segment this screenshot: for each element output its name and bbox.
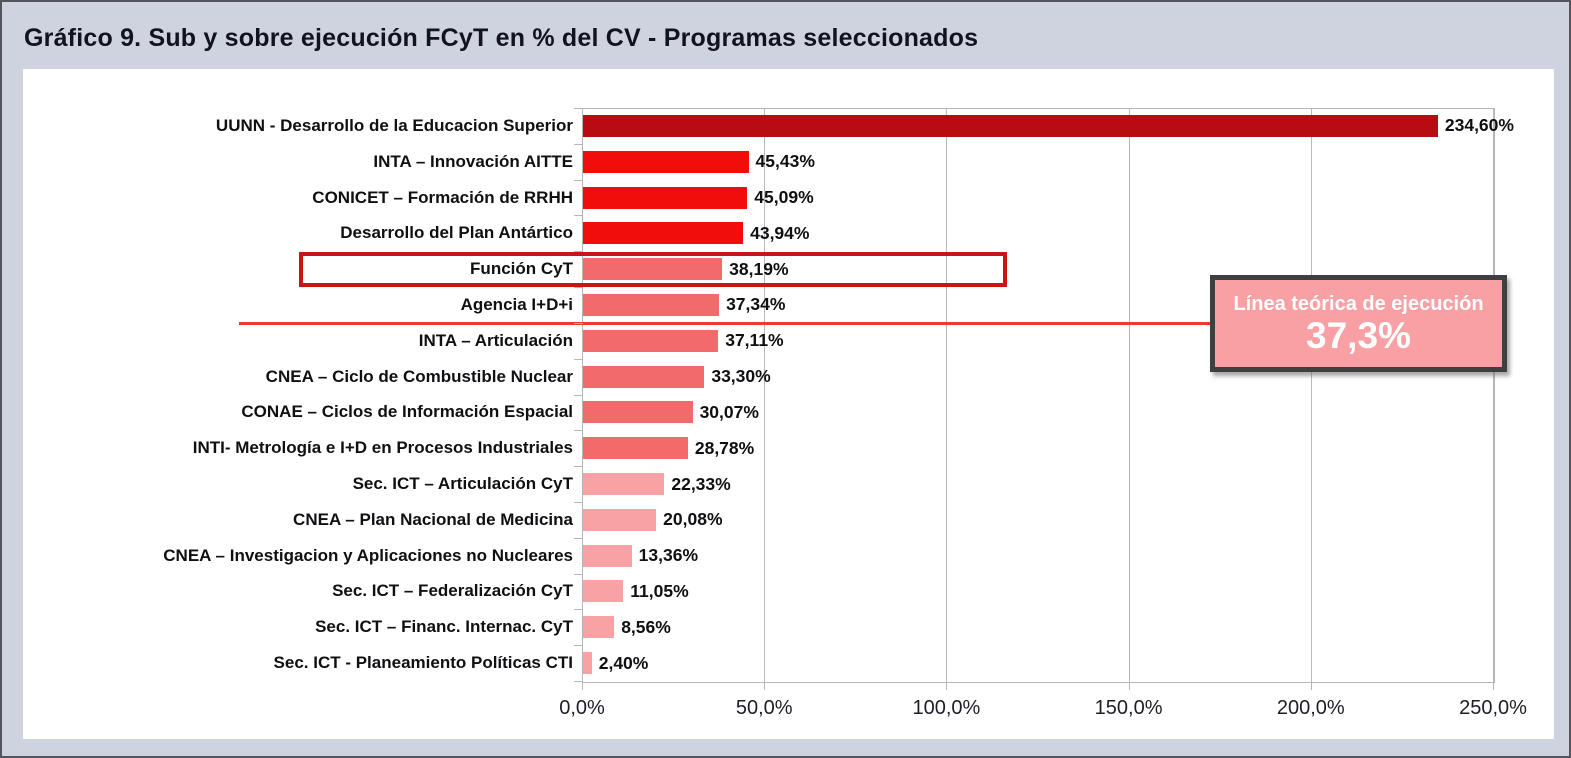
category-tick bbox=[574, 538, 583, 539]
category-label: INTA – Innovación AITTE bbox=[373, 152, 573, 171]
category-label: CNEA – Plan Nacional de Medicina bbox=[293, 510, 573, 529]
category-label: UUNN - Desarrollo de la Educacion Superi… bbox=[215, 116, 573, 135]
value-label: 37,34% bbox=[726, 294, 786, 314]
category-label: Desarrollo del Plan Antártico bbox=[340, 223, 573, 242]
category-label: CNEA – Ciclo de Combustible Nuclear bbox=[265, 367, 573, 386]
category-tick bbox=[574, 395, 583, 396]
value-label: 43,94% bbox=[750, 223, 810, 243]
category-tick bbox=[574, 645, 583, 646]
x-axis-label-250: 250,0% bbox=[1459, 697, 1527, 719]
value-label: 11,05% bbox=[630, 581, 689, 601]
value-label: 22,33% bbox=[671, 474, 731, 494]
x-axis-label-0: 0,0% bbox=[559, 697, 605, 719]
value-label: 30,07% bbox=[699, 402, 759, 422]
category-label: Sec. ICT - Planeamiento Políticas CTI bbox=[273, 653, 573, 672]
bar bbox=[583, 187, 748, 209]
value-label: 13,36% bbox=[638, 545, 699, 565]
value-label: 28,78% bbox=[694, 438, 755, 458]
x-axis-label-100: 100,0% bbox=[912, 697, 981, 719]
gridline-50 bbox=[764, 109, 766, 682]
category-label: Sec. ICT – Financ. Internac. CyT bbox=[315, 617, 573, 636]
x-axis-label-50: 50,0% bbox=[735, 697, 793, 719]
reference-callout: Línea teórica de ejecución 37,3% bbox=[1210, 275, 1507, 372]
category-tick bbox=[574, 323, 583, 324]
category-tick bbox=[574, 180, 583, 181]
bar bbox=[583, 473, 665, 495]
category-tick bbox=[574, 144, 583, 145]
category-tick bbox=[574, 359, 583, 360]
bar bbox=[583, 151, 749, 173]
category-label: CONAE – Ciclos de Información Espacial bbox=[241, 402, 573, 421]
bar bbox=[583, 258, 723, 280]
category-label: Función CyT bbox=[470, 259, 573, 278]
value-label: 38,19% bbox=[729, 259, 789, 279]
page-title: Gráfico 9. Sub y sobre ejecución FCyT en… bbox=[24, 24, 979, 52]
category-label: Sec. ICT – Federalización CyT bbox=[332, 581, 573, 600]
value-label: 33,30% bbox=[711, 366, 771, 386]
x-axis-tick-50 bbox=[764, 682, 766, 690]
value-label: 2,40% bbox=[598, 653, 649, 673]
bar bbox=[583, 401, 693, 423]
gridline-200 bbox=[1310, 109, 1312, 682]
bar bbox=[583, 616, 615, 638]
category-tick bbox=[574, 681, 583, 682]
gridline-150 bbox=[1128, 109, 1130, 682]
bar bbox=[583, 580, 624, 602]
gridline-250 bbox=[1493, 109, 1494, 682]
bar bbox=[583, 222, 744, 244]
category-tick bbox=[574, 430, 583, 431]
category-tick bbox=[574, 287, 583, 288]
x-axis-tick-0 bbox=[582, 682, 583, 690]
category-tick bbox=[574, 502, 583, 503]
category-label: Agencia I+D+i bbox=[460, 295, 573, 314]
category-label: CNEA – Investigacion y Aplicaciones no N… bbox=[163, 546, 573, 565]
reference-line bbox=[239, 322, 1210, 325]
category-tick bbox=[574, 466, 583, 467]
category-tick bbox=[574, 574, 583, 575]
value-label: 45,43% bbox=[755, 151, 815, 171]
category-tick bbox=[574, 251, 583, 252]
value-label: 37,11% bbox=[725, 330, 784, 350]
bar bbox=[583, 115, 1438, 137]
x-axis-tick-200 bbox=[1310, 682, 1312, 690]
category-tick bbox=[574, 108, 583, 109]
highlight-rect-funcion-cyt bbox=[299, 252, 1007, 287]
gridline-100 bbox=[946, 109, 948, 682]
value-label: 20,08% bbox=[663, 509, 723, 529]
bar bbox=[583, 545, 632, 567]
x-axis-tick-100 bbox=[946, 682, 948, 690]
value-label: 234,60% bbox=[1444, 115, 1514, 135]
reference-callout-title: Línea teórica de ejecución bbox=[1233, 293, 1484, 316]
x-axis-label-200: 200,0% bbox=[1276, 697, 1345, 719]
category-label: INTA – Articulación bbox=[418, 331, 573, 350]
category-tick bbox=[574, 609, 583, 610]
x-axis-tick-250 bbox=[1493, 682, 1494, 690]
reference-callout-value: 37,3% bbox=[1306, 315, 1411, 357]
x-axis-label-150: 150,0% bbox=[1094, 697, 1163, 719]
bar bbox=[583, 330, 719, 352]
category-label: CONICET – Formación de RRHH bbox=[312, 188, 573, 207]
category-tick bbox=[574, 215, 583, 216]
bar bbox=[583, 294, 720, 316]
bar bbox=[583, 652, 592, 674]
bar bbox=[583, 509, 657, 531]
bar bbox=[583, 437, 688, 459]
category-label: Sec. ICT – Articulación CyT bbox=[352, 474, 573, 493]
value-label: 8,56% bbox=[621, 617, 671, 637]
value-label: 45,09% bbox=[754, 187, 814, 207]
bar bbox=[583, 366, 705, 388]
x-axis-tick-150 bbox=[1128, 682, 1130, 690]
category-label: INTI- Metrología e I+D en Procesos Indus… bbox=[192, 438, 573, 457]
